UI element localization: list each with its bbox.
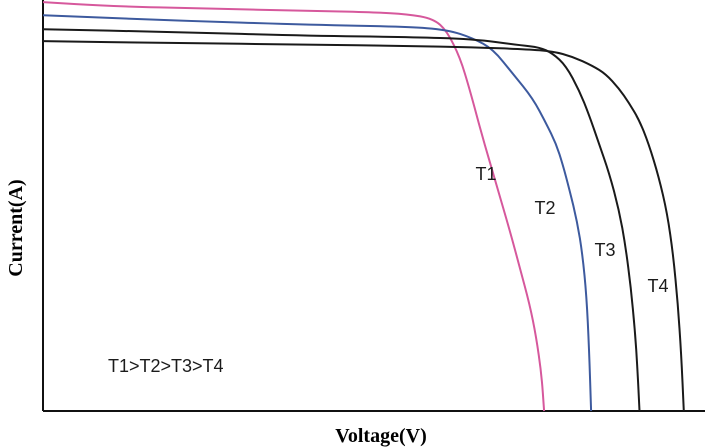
series-line-t3 <box>42 28 641 412</box>
series-line-t2 <box>42 14 593 412</box>
series-label-t2: T2 <box>534 198 555 218</box>
series-line-t1 <box>42 1 546 412</box>
series-label-t4: T4 <box>647 276 668 296</box>
x-axis-title: Voltage(V) <box>335 425 426 447</box>
annotation-ordering: T1>T2>T3>T4 <box>108 356 224 376</box>
series-label-layer: T1 T2 T3 T4 <box>475 164 668 296</box>
series-layer <box>42 1 685 412</box>
series-label-t1: T1 <box>475 164 496 184</box>
series-label-t3: T3 <box>594 240 615 260</box>
series-line-t4 <box>42 40 685 412</box>
y-axis-title: Current(A) <box>5 179 27 276</box>
